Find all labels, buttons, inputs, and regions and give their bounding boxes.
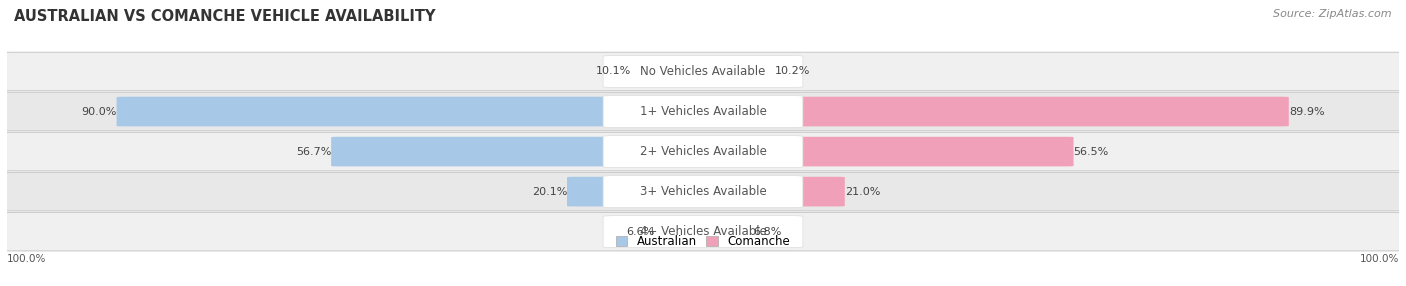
FancyBboxPatch shape [783,137,1074,166]
Text: 1+ Vehicles Available: 1+ Vehicles Available [640,105,766,118]
Text: 6.6%: 6.6% [626,227,654,237]
Text: 56.7%: 56.7% [295,147,332,156]
Text: 6.8%: 6.8% [754,227,782,237]
FancyBboxPatch shape [603,176,803,208]
Text: 10.1%: 10.1% [596,67,631,76]
FancyBboxPatch shape [0,132,1406,171]
Text: 56.5%: 56.5% [1074,147,1109,156]
FancyBboxPatch shape [117,97,623,126]
FancyBboxPatch shape [0,172,1406,211]
Text: No Vehicles Available: No Vehicles Available [640,65,766,78]
Text: 2+ Vehicles Available: 2+ Vehicles Available [640,145,766,158]
Text: 20.1%: 20.1% [531,187,567,196]
FancyBboxPatch shape [332,137,623,166]
Text: 21.0%: 21.0% [845,187,880,196]
Text: 89.9%: 89.9% [1289,107,1324,116]
FancyBboxPatch shape [603,216,803,248]
Text: 90.0%: 90.0% [82,107,117,116]
Text: Source: ZipAtlas.com: Source: ZipAtlas.com [1274,9,1392,19]
FancyBboxPatch shape [0,52,1406,91]
FancyBboxPatch shape [783,97,1289,126]
Text: 10.2%: 10.2% [775,67,810,76]
Text: 4+ Vehicles Available: 4+ Vehicles Available [640,225,766,238]
Text: 3+ Vehicles Available: 3+ Vehicles Available [640,185,766,198]
Legend: Australian, Comanche: Australian, Comanche [616,235,790,248]
Text: AUSTRALIAN VS COMANCHE VEHICLE AVAILABILITY: AUSTRALIAN VS COMANCHE VEHICLE AVAILABIL… [14,9,436,23]
FancyBboxPatch shape [0,212,1406,251]
FancyBboxPatch shape [603,55,803,88]
FancyBboxPatch shape [603,96,803,128]
Text: 100.0%: 100.0% [1360,254,1399,264]
FancyBboxPatch shape [603,136,803,168]
FancyBboxPatch shape [567,177,623,206]
FancyBboxPatch shape [0,92,1406,131]
FancyBboxPatch shape [783,177,845,206]
Text: 100.0%: 100.0% [7,254,46,264]
